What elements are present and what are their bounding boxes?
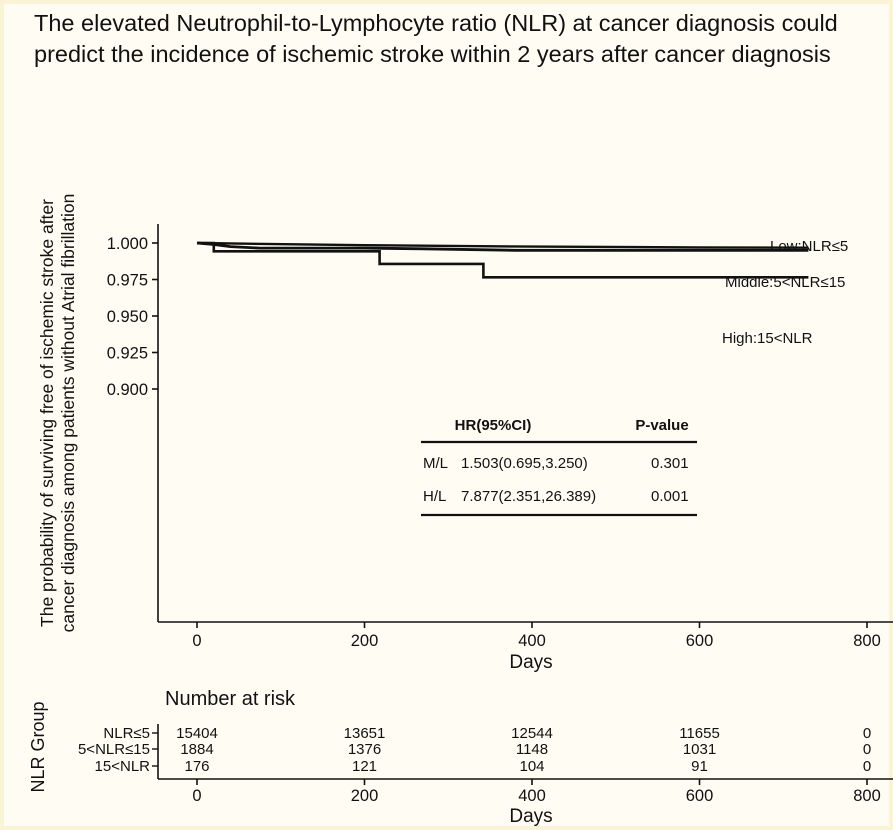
risk-count: 121 <box>352 758 377 775</box>
risk-count: 1031 <box>683 741 716 758</box>
y-axis-label-line1: The probability of surviving free of isc… <box>37 199 57 627</box>
risk-rows: NLR≤5 15404 13651 12544 11655 0 5<NLR≤15 1884 13… <box>78 725 871 775</box>
risk-count: 0 <box>863 758 871 775</box>
hr-header-p: P-value <box>635 417 688 434</box>
risk-group-label: 15<NLR <box>95 758 151 775</box>
hr-header-hr: HR(95%CI) <box>455 417 532 434</box>
series-label-1: Middle:5<NLR≤15 <box>725 274 845 291</box>
hr-table: HR(95%CI) P-value M/L 1.503(0.695,3.250)… <box>421 417 697 517</box>
series-line-2 <box>197 241 809 279</box>
risk-count: 13651 <box>344 725 386 742</box>
series-label-2: High:15<NLR <box>722 330 813 347</box>
x-tick-label: 0 <box>192 632 201 650</box>
series-labels: Low:NLR≤5 Middle:5<NLR≤15 High:15<NLR <box>722 238 848 347</box>
risk-count: 11655 <box>679 725 720 742</box>
risk-count: 1884 <box>180 741 213 758</box>
risk-count: 0 <box>863 725 871 742</box>
risk-group-label: 5<NLR≤15 <box>78 741 150 758</box>
risk-group-axis-label: NLR Group <box>28 701 48 792</box>
risk-count: 104 <box>519 758 544 775</box>
risk-x-tick-label: 200 <box>351 787 379 805</box>
risk-x-ticks: 0 200 400 600 800 <box>192 779 881 805</box>
risk-group-label: NLR≤5 <box>103 725 150 742</box>
hr-row-hl-label: H/L <box>423 488 446 505</box>
survival-curves <box>196 241 809 279</box>
risk-count: 176 <box>184 758 209 775</box>
risk-count: 0 <box>863 741 871 758</box>
risk-x-tick-label: 600 <box>686 787 714 805</box>
y-tick-label: 0.950 <box>107 308 148 326</box>
y-axis-label-line2: cancer diagnosis among patients without … <box>58 194 78 633</box>
x-tick-label: 200 <box>351 632 379 650</box>
risk-x-axis-label: Days <box>509 806 552 827</box>
risk-count: 15404 <box>176 725 218 742</box>
risk-x-tick-label: 800 <box>853 787 881 805</box>
hr-row-hl-hr: 7.877(2.351,26.389) <box>461 488 596 505</box>
y-tick-label: 0.975 <box>107 272 148 290</box>
y-ticks: 0.900 0.925 0.950 0.975 1.000 <box>107 235 158 399</box>
risk-x-tick-label: 0 <box>192 787 201 805</box>
y-tick-label: 0.925 <box>107 345 148 363</box>
series-label-0: Low:NLR≤5 <box>770 238 848 255</box>
x-tick-label: 800 <box>853 632 881 650</box>
y-tick-label: 0.900 <box>107 381 148 399</box>
figure-title: The elevated Neutrophil-to-Lymphocyte ra… <box>34 10 838 67</box>
hr-row-ml-p: 0.301 <box>651 455 689 472</box>
risk-x-tick-label: 400 <box>518 787 546 805</box>
risk-table-title: Number at risk <box>165 688 296 710</box>
hr-row-ml-hr: 1.503(0.695,3.250) <box>461 455 588 472</box>
x-axis-label: Days <box>509 652 552 673</box>
x-tick-label: 400 <box>518 632 546 650</box>
series-line-0 <box>196 241 809 249</box>
risk-count: 1148 <box>516 741 548 758</box>
y-tick-label: 1.000 <box>107 235 148 253</box>
risk-count: 91 <box>691 758 708 775</box>
risk-count: 12544 <box>511 725 553 742</box>
risk-count: 1376 <box>348 741 381 758</box>
hr-row-ml-label: M/L <box>423 455 448 472</box>
x-tick-label: 600 <box>686 632 714 650</box>
hr-row-hl-p: 0.001 <box>651 488 689 505</box>
x-ticks: 0 200 400 600 800 <box>192 622 881 650</box>
